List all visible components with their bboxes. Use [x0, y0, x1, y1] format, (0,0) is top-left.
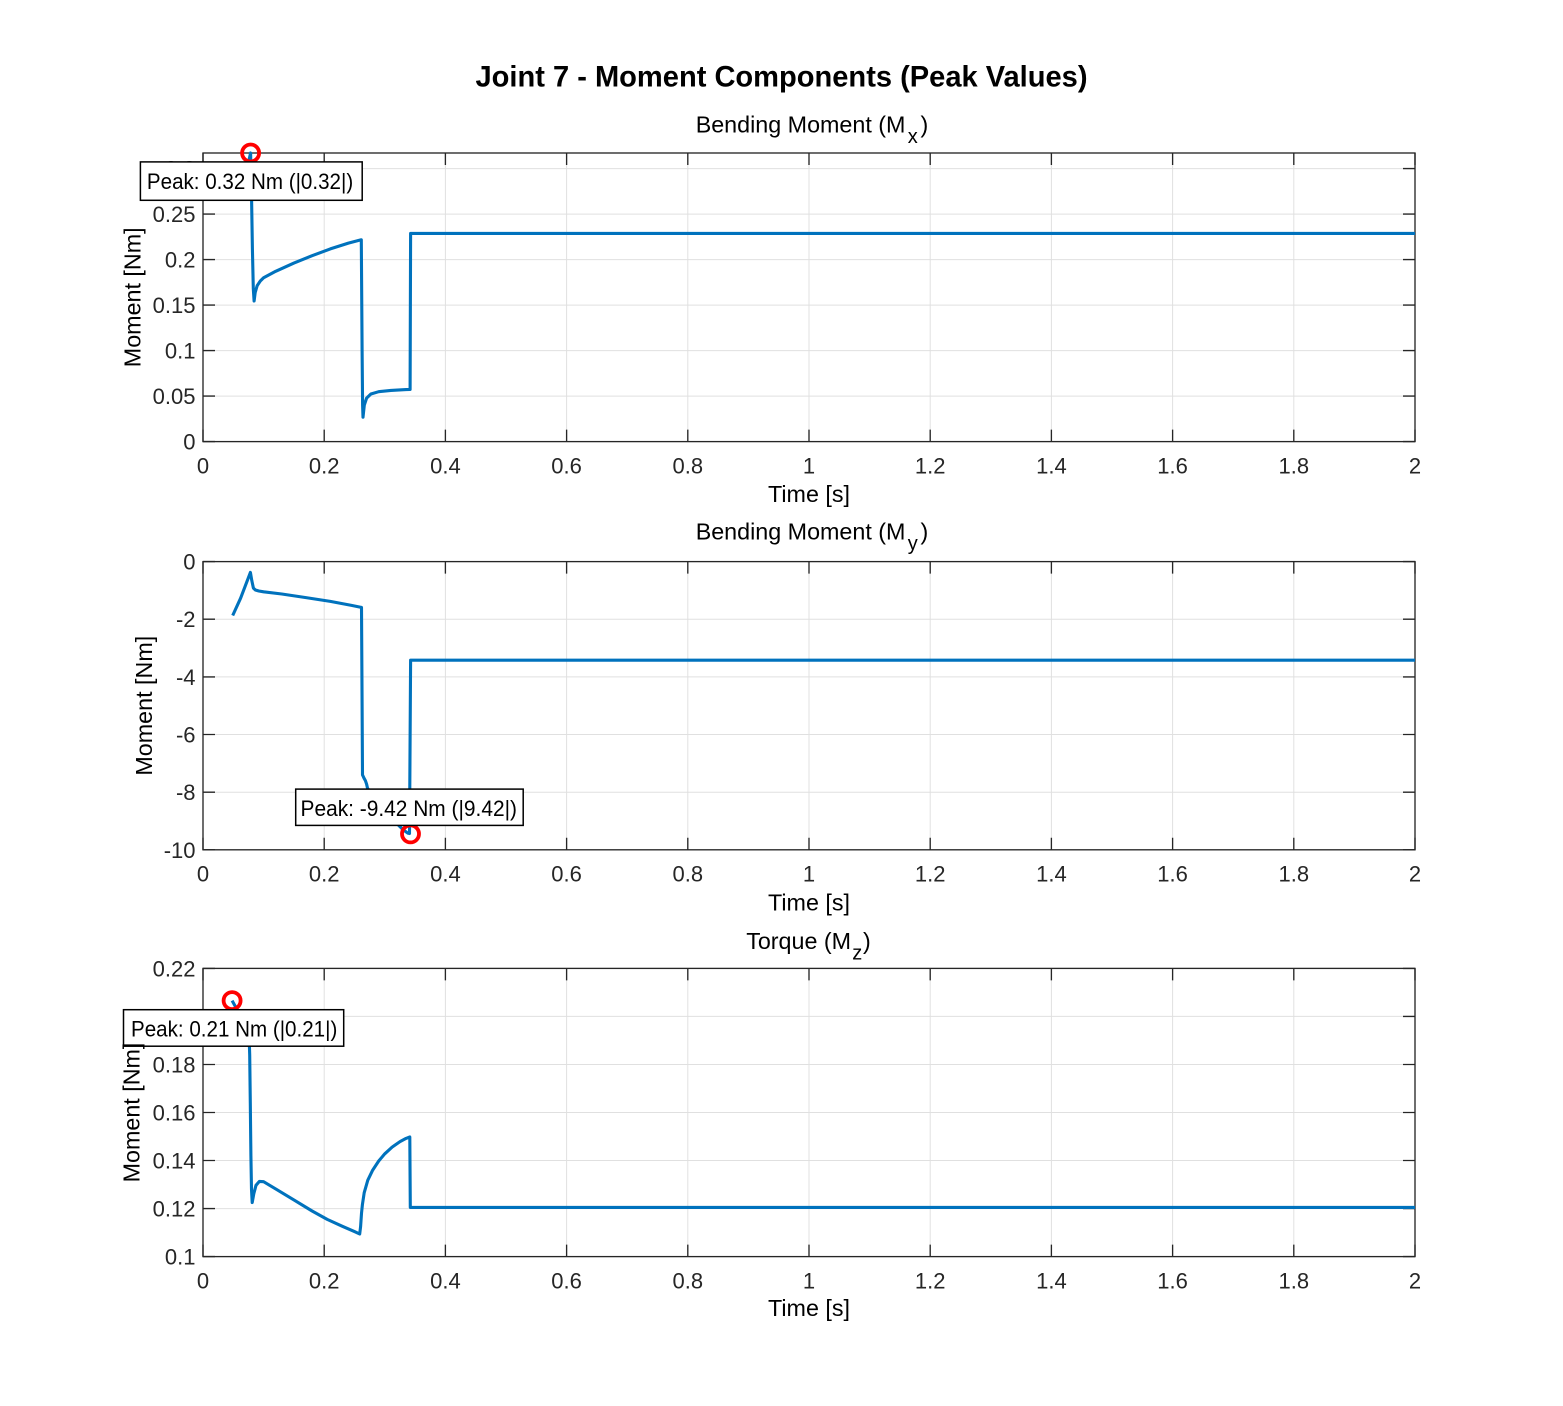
svg-text:0.4: 0.4 — [430, 862, 461, 887]
svg-text:y: y — [908, 533, 918, 555]
svg-text:0.1: 0.1 — [165, 1245, 196, 1270]
svg-text:0.4: 0.4 — [430, 1268, 461, 1293]
svg-text:-2: -2 — [176, 607, 196, 632]
svg-text:0.18: 0.18 — [153, 1053, 196, 1078]
svg-text:0.16: 0.16 — [153, 1101, 196, 1126]
svg-text:0.4: 0.4 — [430, 453, 461, 478]
svg-text:1.4: 1.4 — [1036, 862, 1067, 887]
svg-text:1.8: 1.8 — [1279, 453, 1310, 478]
svg-text:0.8: 0.8 — [673, 453, 704, 478]
svg-text:Bending Moment (M: Bending Moment (M — [696, 519, 906, 545]
svg-text:2: 2 — [1409, 1268, 1421, 1293]
svg-text:Bending Moment (M: Bending Moment (M — [696, 112, 906, 138]
svg-text:0: 0 — [183, 550, 195, 575]
svg-text:0.22: 0.22 — [153, 956, 196, 981]
svg-text:-4: -4 — [176, 665, 196, 690]
svg-text:1.8: 1.8 — [1279, 862, 1310, 887]
svg-text:-10: -10 — [164, 838, 196, 863]
svg-text:Time [s]: Time [s] — [768, 889, 850, 915]
svg-text:Joint 7 - Moment Components (P: Joint 7 - Moment Components (Peak Values… — [476, 61, 1088, 94]
svg-text:1: 1 — [803, 1268, 815, 1293]
svg-text:Peak: 0.21 Nm (|0.21|): Peak: 0.21 Nm (|0.21|) — [131, 1017, 337, 1042]
svg-text:1.2: 1.2 — [915, 862, 946, 887]
svg-text:0: 0 — [183, 430, 195, 455]
svg-text:0.14: 0.14 — [153, 1149, 196, 1174]
svg-text:): ) — [921, 112, 929, 138]
svg-text:): ) — [921, 519, 929, 545]
svg-text:Peak: -9.42 Nm (|9.42|): Peak: -9.42 Nm (|9.42|) — [301, 796, 518, 821]
svg-text:): ) — [863, 928, 871, 954]
svg-text:0: 0 — [197, 1268, 209, 1293]
svg-text:1.6: 1.6 — [1157, 862, 1188, 887]
svg-text:-8: -8 — [176, 780, 196, 805]
svg-text:0.6: 0.6 — [551, 862, 582, 887]
svg-text:0.8: 0.8 — [673, 1268, 704, 1293]
svg-text:0.15: 0.15 — [153, 293, 196, 318]
svg-text:0.2: 0.2 — [165, 248, 196, 273]
svg-text:Moment [Nm]: Moment [Nm] — [119, 1043, 145, 1183]
svg-text:0.12: 0.12 — [153, 1197, 196, 1222]
svg-text:Peak: 0.32 Nm (|0.32|): Peak: 0.32 Nm (|0.32|) — [147, 169, 353, 194]
svg-text:Torque (M: Torque (M — [746, 928, 851, 954]
svg-text:0.05: 0.05 — [153, 384, 196, 409]
svg-text:0.2: 0.2 — [309, 1268, 340, 1293]
svg-text:0.2: 0.2 — [309, 453, 340, 478]
svg-text:Moment [Nm]: Moment [Nm] — [120, 227, 146, 367]
svg-text:0.2: 0.2 — [309, 862, 340, 887]
svg-text:1.6: 1.6 — [1157, 1268, 1188, 1293]
svg-text:0: 0 — [197, 453, 209, 478]
svg-text:Time [s]: Time [s] — [768, 481, 850, 507]
svg-text:0.25: 0.25 — [153, 202, 196, 227]
svg-text:-6: -6 — [176, 723, 196, 748]
svg-text:2: 2 — [1409, 862, 1421, 887]
svg-text:1.2: 1.2 — [915, 453, 946, 478]
svg-text:1.6: 1.6 — [1157, 453, 1188, 478]
svg-text:1.4: 1.4 — [1036, 1268, 1067, 1293]
svg-text:Time [s]: Time [s] — [768, 1295, 850, 1321]
svg-text:Moment [Nm]: Moment [Nm] — [131, 636, 157, 776]
svg-text:1.4: 1.4 — [1036, 453, 1067, 478]
svg-text:0.6: 0.6 — [551, 453, 582, 478]
svg-text:1: 1 — [803, 862, 815, 887]
svg-text:0.6: 0.6 — [551, 1268, 582, 1293]
svg-text:1.8: 1.8 — [1279, 1268, 1310, 1293]
svg-text:0: 0 — [197, 862, 209, 887]
svg-text:1.2: 1.2 — [915, 1268, 946, 1293]
svg-text:1: 1 — [803, 453, 815, 478]
svg-text:0.1: 0.1 — [165, 339, 196, 364]
svg-text:2: 2 — [1409, 453, 1421, 478]
svg-text:0.8: 0.8 — [673, 862, 704, 887]
svg-text:x: x — [908, 126, 918, 148]
svg-text:z: z — [852, 942, 862, 964]
